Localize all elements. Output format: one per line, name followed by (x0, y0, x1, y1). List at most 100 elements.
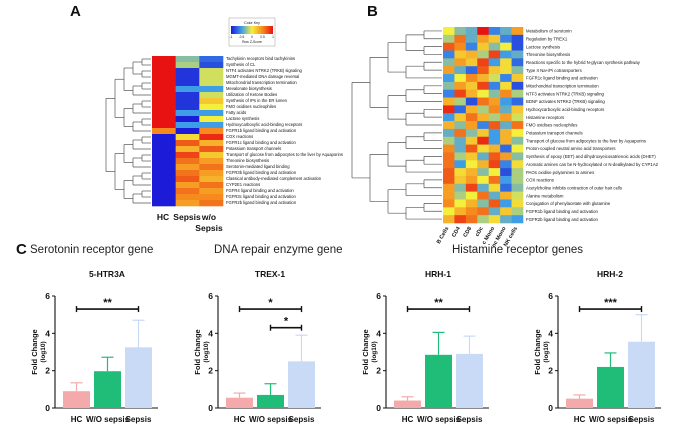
heatmap-b-cell (500, 175, 512, 185)
heatmap-b-cell (488, 89, 501, 98)
bar-chart-hrh-1-category-label: Sepsis (457, 415, 483, 424)
panel-a-letter: A (70, 3, 81, 20)
heatmap-b-row-label: FGFR1b ligand binding and activation (526, 209, 599, 214)
heatmap-b-cell (465, 66, 478, 75)
bar-chart-trex-1-category-label: W/O sepsis (249, 415, 293, 424)
heatmap-a-row-label: Synthesis of CL (226, 62, 256, 67)
heatmap-a-cell (152, 146, 176, 153)
heatmap-b-cell (477, 66, 490, 75)
heatmap-a-cell (199, 104, 224, 111)
heatmap-b-cell (465, 58, 478, 67)
bar-chart-hrh-2-y-tick-label: 6 (548, 291, 553, 301)
heatmap-b-cell (454, 215, 467, 224)
bar-chart-trex-1-y-label-unit: (log10) (203, 341, 210, 362)
heatmap-a-row-label: FGFR2b ligand binding and activation (226, 200, 297, 205)
heatmap-b-cell (454, 81, 467, 91)
color-key-tick: 0.5 (260, 35, 265, 39)
heatmap-b-cell (511, 175, 524, 185)
heatmap-b-cell (443, 42, 455, 51)
heatmap-a-cell (199, 128, 224, 135)
heatmap-b-cell (511, 34, 524, 43)
heatmap-a-row-label: NTF4 activates NTRK2 (TRKB) signaling (226, 68, 303, 73)
heatmap-b-cell (465, 105, 478, 114)
heatmap-b-cell (465, 81, 478, 91)
heatmap-b-cell (465, 183, 478, 192)
heatmap-a-cell (175, 116, 200, 123)
heatmap-a-cell (199, 176, 224, 183)
bar-chart-5-htr3a-bar-1 (94, 371, 121, 408)
heatmap-b-cell (465, 144, 478, 153)
heatmap-b-cell (500, 160, 512, 169)
heatmap-a-cell (152, 68, 176, 75)
heatmap-a-cell (199, 62, 224, 69)
bar-chart-trex-1-category-label: Sepsis (289, 415, 315, 424)
bar-chart-trex-1-y-tick-label: 4 (208, 328, 213, 338)
heatmap-b-cell (443, 175, 455, 185)
heatmap-b-cell (488, 66, 501, 75)
heatmap-b-cell (443, 183, 455, 192)
heatmap-a-cell (152, 122, 176, 129)
heatmap-a-cell (199, 146, 224, 153)
heatmap-a-row-label: MGMT-mediated DNA damage reversal (226, 74, 299, 79)
heatmap-a-cell (152, 56, 176, 63)
heatmap-b-cell (488, 81, 501, 91)
heatmap-a-cell (175, 122, 200, 129)
heatmap-b-cell (477, 121, 490, 130)
heatmap-b-row-label: Hydroxycarboxylic acid-binding receptors (526, 107, 604, 112)
panel-c-letter: C (16, 241, 27, 258)
heatmap-b-cell (465, 42, 478, 51)
heatmap-a-cell (152, 140, 176, 147)
heatmap-b-cell (477, 50, 490, 59)
heatmap-b-cell (488, 58, 501, 67)
heatmap-a-cell (152, 152, 176, 159)
heatmap-a-row-label: FGFR3b ligand binding and activation (226, 170, 297, 175)
heatmap-b-cell (477, 42, 490, 51)
heatmap-b-cell (511, 105, 524, 114)
heatmap-a-cell (175, 68, 200, 75)
heatmap-b-cell (443, 168, 455, 177)
heatmap-b-row-label: NTF3 activates NTRK2 (TRKB) signaling (526, 91, 604, 96)
heatmap-b-cell (477, 74, 490, 83)
heatmap-a-cell (152, 86, 176, 93)
heatmap-a-row-label: COX reactions (226, 134, 253, 139)
heatmap-a-cell (175, 170, 200, 177)
heatmap-b-row-label: Mitochondrial transcription termination (526, 84, 599, 89)
heatmap-b-cell (511, 128, 524, 138)
heatmap-a-cell (152, 104, 176, 111)
heatmap-a-cell (199, 188, 224, 195)
heatmap-b-cell (465, 191, 478, 200)
heatmap-b-cell (500, 97, 512, 106)
heatmap-b-cell (500, 136, 512, 145)
heatmap-b-cell (488, 191, 501, 200)
color-key-tick: 0 (251, 35, 253, 39)
heatmap-b-cell (477, 191, 490, 200)
heatmap-b-cell (488, 152, 501, 161)
heatmap-a-cell (199, 56, 224, 63)
heatmap-b-col-label: cDc (474, 226, 484, 238)
heatmap-b-col-label: CD4 (451, 225, 462, 238)
heatmap-a-cell (152, 170, 176, 177)
heatmap-a-cell (199, 200, 224, 207)
heatmap-b-cell (511, 58, 524, 67)
heatmap-a-cell (199, 194, 224, 201)
heatmap-a-cell (199, 80, 224, 87)
heatmap-b-cell (443, 207, 455, 216)
heatmap-b-cell (511, 191, 524, 200)
heatmap-b-cell (488, 144, 501, 153)
bar-chart-hrh-1-title: HRH-1 (425, 269, 451, 279)
bar-chart-hrh-1-sig-label-0: ** (434, 297, 443, 309)
heatmap-b-cell (511, 215, 524, 224)
bar-chart-hrh-1-bar-0 (394, 400, 421, 408)
heatmap-b-cell (500, 207, 512, 216)
heatmap-b-row-label: Transport of glucose from adipocytes to … (526, 138, 646, 143)
heatmap-a-cell (199, 110, 224, 117)
heatmap-a-cell (152, 62, 176, 69)
heatmap-b-row-label: FMO oxidises nucleophiles (526, 123, 577, 128)
bar-chart-5-htr3a-category-label: Sepsis (126, 415, 152, 424)
heatmap-b-cell (465, 207, 478, 216)
heatmap-b-row-label: Regulation by TREX1 (526, 36, 568, 41)
heatmap-b-cell (477, 152, 490, 161)
heatmap-b-cell (477, 175, 490, 185)
